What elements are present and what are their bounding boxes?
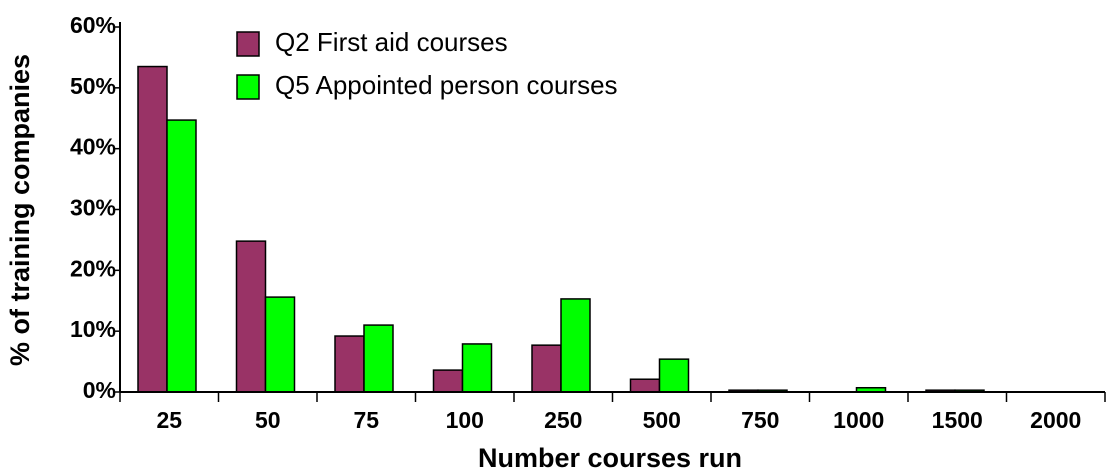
x-tick-label: 25 [156,407,182,433]
legend-swatch [236,31,260,57]
legend-swatch [236,74,260,100]
y-tick-label: 60% [70,12,116,38]
bar [363,324,394,393]
x-tick-label: 2000 [1030,407,1081,433]
x-tick-label: 50 [255,407,281,433]
x-tick-label: 500 [643,407,681,433]
y-tick-label: 20% [70,255,116,281]
x-tick-label: 250 [544,407,582,433]
bar [629,378,661,393]
bar [461,343,493,393]
bar [137,65,168,393]
bar [531,344,562,393]
bar [658,358,690,393]
x-tick-label: 1500 [932,407,983,433]
x-tick-label: 1000 [833,407,884,433]
bar [560,298,591,393]
bar [334,335,365,393]
x-tick-label: 100 [446,407,484,433]
y-axis-title: % of training companies [5,54,35,366]
y-tick-label: 30% [70,195,116,221]
x-axis-title: Number courses run [478,443,742,473]
bar [264,296,296,393]
y-tick-label: 40% [70,134,116,160]
y-tick-label: 50% [70,73,116,99]
y-tick-label: 0% [83,377,116,403]
y-tick-label: 10% [70,316,116,342]
legend-label: Q2 First aid courses [275,27,508,57]
legend-label: Q5 Appointed person courses [275,70,618,100]
bar [432,369,464,393]
x-tick-label: 750 [741,407,779,433]
bar [235,240,267,393]
x-tick-label: 75 [353,407,379,433]
bar [166,119,197,393]
